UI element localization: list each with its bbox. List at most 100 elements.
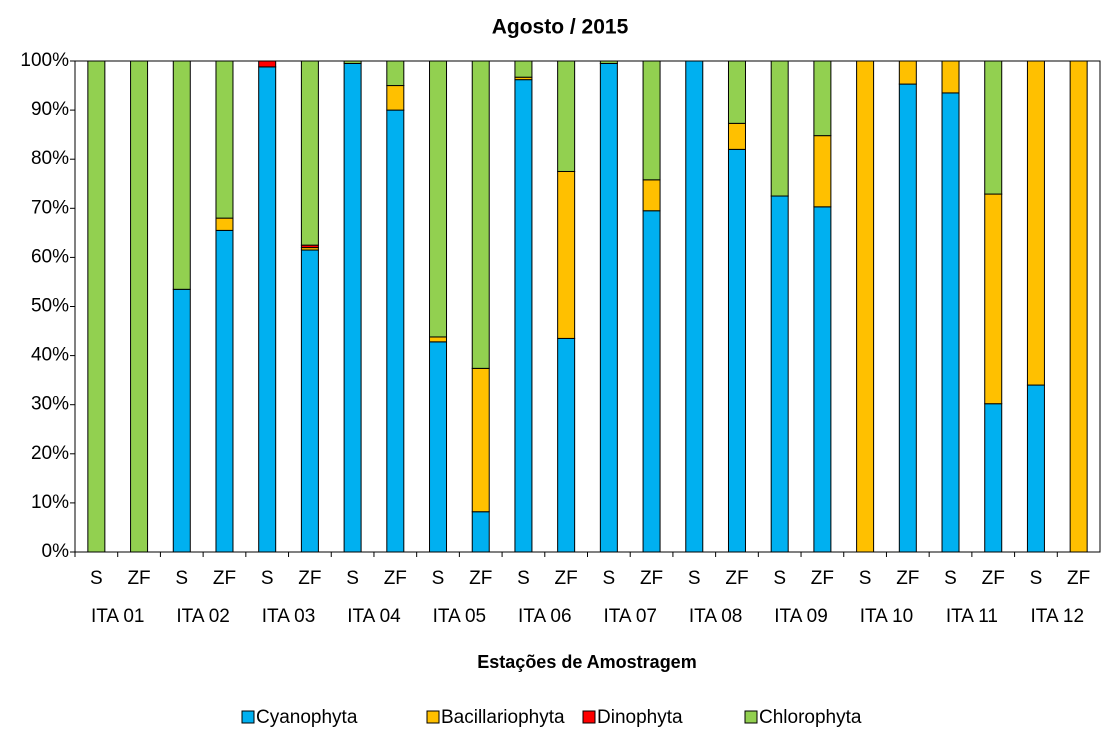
bar-segment [813,206,832,553]
bar-segment [557,60,576,172]
legend-label: Chlorophyta [759,707,862,728]
bar-segment [343,62,362,553]
bar-segment [215,60,234,219]
legend-label: Dinophyta [597,707,683,728]
bar-segment [514,79,533,553]
x-tick-label: ZF [982,568,1005,589]
bar-segment [471,511,490,553]
bar-segment [471,60,490,369]
bar-segment [898,83,917,553]
group-label: ITA 10 [860,606,914,627]
x-tick-label: S [517,568,530,589]
x-tick-label: ZF [640,568,663,589]
bar-segment [87,60,106,553]
bar-segment [300,249,319,553]
legend-swatch [582,710,596,724]
bar-segment [685,60,704,553]
bar-segment [984,60,1003,195]
x-tick-label: ZF [811,568,834,589]
x-tick-label: ZF [725,568,748,589]
legend-swatch [241,710,255,724]
x-tick-label: S [346,568,359,589]
bar-segment [642,210,661,553]
x-tick-label: ZF [213,568,236,589]
bar-segment [557,170,576,339]
group-label: ITA 01 [91,606,145,627]
y-tick-label: 50% [31,296,69,317]
y-tick-label: 40% [31,345,69,366]
group-label: ITA 02 [176,606,230,627]
bar-segment [727,122,746,150]
bar-segment [172,60,191,290]
bar-segment [258,66,277,553]
legend-label: Bacillariophyta [441,707,565,728]
bar-segment [215,217,234,231]
group-label: ITA 06 [518,606,572,627]
bar-segment [813,60,832,137]
y-tick-label: 60% [31,246,69,267]
x-tick-label: ZF [1067,568,1090,589]
x-tick-label: S [432,568,445,589]
group-label: ITA 11 [946,606,998,627]
bar-segment [130,60,149,553]
x-tick-label: S [944,568,957,589]
bar-segment [813,135,832,208]
bar-segment [258,60,277,68]
x-tick-label: ZF [469,568,492,589]
x-tick-label: S [773,568,786,589]
bar-segment [727,148,746,553]
x-tick-label: ZF [555,568,578,589]
legend-swatch [426,710,440,724]
bar-segment [642,179,661,212]
legend-swatch [744,710,758,724]
bar-segment [727,60,746,124]
group-label: ITA 08 [689,606,743,627]
bar-segment [386,109,405,553]
bar-segment [770,60,789,197]
x-tick-label: S [859,568,872,589]
bar-segment [642,60,661,181]
group-label: ITA 04 [347,606,401,627]
y-tick-label: 80% [31,148,69,169]
bar-segment [770,195,789,553]
bar-segment [984,403,1003,553]
bar-segment [429,341,448,553]
x-axis-title: Estações de Amostragem [477,652,696,672]
x-tick-label: S [603,568,616,589]
bar-segment [514,60,533,78]
bar-segment [300,60,319,246]
x-tick-label: S [261,568,274,589]
y-tick-label: 20% [31,443,69,464]
bar-segment [1026,60,1045,386]
group-label: ITA 03 [262,606,316,627]
bar-segment [471,367,490,513]
chart-title: Agosto / 2015 [492,16,629,39]
y-tick-label: 90% [31,99,69,120]
bar-segment [429,60,448,338]
bar-segment [1026,384,1045,553]
bar-segment [856,60,875,553]
group-label: ITA 09 [774,606,828,627]
bar-segment [557,337,576,553]
x-tick-label: ZF [127,568,150,589]
y-tick-label: 70% [31,197,69,218]
bar-segment [215,229,234,553]
bar-segment [898,60,917,85]
group-label: ITA 12 [1031,606,1085,627]
y-tick-label: 0% [42,541,70,562]
bar-segment [984,193,1003,405]
bar-segment [941,60,960,94]
legend-label: Cyanophyta [256,707,358,728]
bar-segment [386,60,405,87]
plot-frame [74,60,1101,553]
bar-segment [1069,60,1088,553]
y-tick-label: 100% [20,50,69,71]
x-tick-label: S [175,568,188,589]
bar-segment [429,336,448,343]
x-tick-label: S [90,568,103,589]
group-label: ITA 07 [603,606,657,627]
x-tick-label: S [688,568,701,589]
group-label: ITA 05 [433,606,487,627]
